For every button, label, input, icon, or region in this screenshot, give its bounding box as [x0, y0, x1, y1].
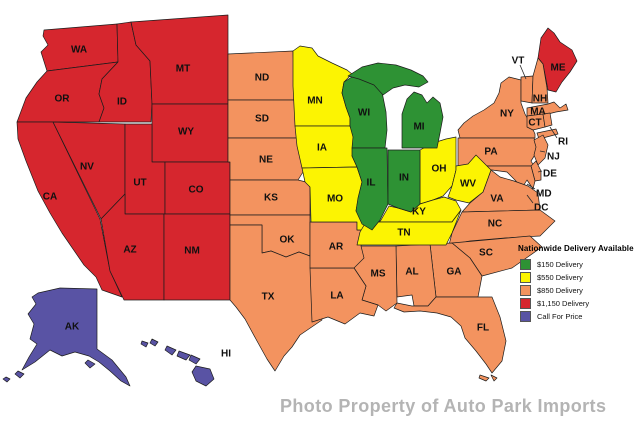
legend-swatch-red [520, 298, 531, 309]
state-label-FL: FL [477, 323, 489, 334]
state-NJ [533, 134, 549, 166]
state-label-SD: SD [255, 114, 269, 125]
state-HI [140, 338, 215, 387]
state-label-TN: TN [397, 228, 410, 239]
state-label-PA: PA [484, 147, 497, 158]
state-label-UT: UT [133, 178, 146, 189]
legend-label: Call For Price [537, 312, 583, 321]
state-label-IL: IL [367, 178, 376, 189]
state-label-CT: CT [528, 118, 541, 129]
state-label-DC: DC [534, 203, 548, 214]
state-TX [229, 224, 323, 372]
state-label-AK: AK [65, 322, 80, 333]
state-label-KS: KS [264, 193, 278, 204]
state-label-MO: MO [327, 194, 343, 205]
state-CT [526, 113, 546, 131]
state-label-CA: CA [43, 192, 57, 203]
state-label-CO: CO [189, 185, 204, 196]
legend-swatch-orange [520, 285, 531, 296]
state-label-OH: OH [432, 164, 447, 175]
state-label-NJ: NJ [547, 152, 560, 163]
state-label-HI: HI [221, 349, 231, 360]
legend-label: $850 Delivery [537, 286, 583, 295]
state-label-NM: NM [184, 246, 200, 257]
state-label-NH: NH [533, 94, 547, 105]
state-label-DE: DE [543, 169, 557, 180]
delivery-legend: Nationwide Delivery Available $150 Deliv… [514, 244, 640, 323]
state-label-MN: MN [307, 96, 323, 107]
state-label-OR: OR [55, 94, 71, 105]
state-WV [447, 154, 492, 204]
state-NM [163, 213, 231, 301]
legend-label: $150 Delivery [537, 260, 583, 269]
state-NH [531, 57, 549, 104]
state-label-NV: NV [80, 162, 94, 173]
legend-item-red: $1,150 Delivery [514, 297, 640, 310]
state-label-ID: ID [117, 97, 127, 108]
legend-swatch-purple [520, 311, 531, 322]
state-label-VA: VA [490, 194, 503, 205]
state-RI [542, 112, 553, 128]
state-label-LA: LA [330, 291, 343, 302]
legend-label: $550 Delivery [537, 273, 583, 282]
leader-line-VT [519, 64, 527, 80]
legend-item-yellow: $550 Delivery [514, 271, 640, 284]
legend-swatch-yellow [520, 272, 531, 283]
leader-line-MD [526, 183, 536, 190]
legend-item-orange: $850 Delivery [514, 284, 640, 297]
watermark-text: Photo Property of Auto Park Imports [280, 396, 607, 416]
state-label-OK: OK [280, 235, 296, 246]
leader-line-DE [537, 170, 543, 173]
legend-item-purple: Call For Price [514, 310, 640, 323]
state-label-IA: IA [317, 143, 327, 154]
state-IN [387, 149, 421, 213]
state-label-AL: AL [405, 267, 418, 278]
state-ME [537, 27, 578, 93]
legend-items: $150 Delivery $550 Delivery $850 Delivery $… [514, 258, 640, 323]
legend-label: $1,150 Delivery [537, 299, 590, 308]
state-label-MI: MI [413, 122, 424, 133]
state-VT [520, 75, 534, 104]
state-label-IN: IN [399, 173, 409, 184]
state-label-AR: AR [329, 242, 344, 253]
leader-line-NJ [539, 150, 546, 153]
state-label-NY: NY [500, 109, 514, 120]
state-label-NE: NE [259, 155, 273, 166]
state-label-SC: SC [479, 248, 493, 259]
state-label-GA: GA [447, 267, 462, 278]
state-label-WA: WA [71, 45, 87, 56]
state-label-RI: RI [558, 137, 568, 148]
state-label-MS: MS [371, 269, 386, 280]
legend-swatch-green [520, 259, 531, 270]
state-label-MD: MD [536, 189, 552, 200]
leader-line-DC [526, 194, 534, 204]
state-label-NC: NC [488, 219, 502, 230]
state-AK [2, 287, 131, 387]
state-CA [16, 121, 123, 298]
state-label-WY: WY [178, 127, 194, 138]
legend-item-green: $150 Delivery [514, 258, 640, 271]
state-label-VT: VT [512, 56, 525, 67]
state-TN [356, 209, 462, 246]
legend-title: Nationwide Delivery Available [518, 244, 634, 253]
state-label-AZ: AZ [123, 245, 136, 256]
state-MI [347, 62, 444, 149]
state-label-MT: MT [176, 64, 190, 75]
leader-line-RI [549, 126, 558, 139]
state-label-KY: KY [412, 207, 426, 218]
state-LA [309, 267, 379, 325]
state-label-MA: MA [530, 107, 546, 118]
state-label-TX: TX [262, 292, 275, 303]
state-label-WV: WV [460, 179, 476, 190]
state-label-ME: ME [551, 63, 566, 74]
state-label-ND: ND [255, 73, 269, 84]
state-label-WI: WI [358, 108, 370, 119]
state-FL [393, 296, 507, 382]
